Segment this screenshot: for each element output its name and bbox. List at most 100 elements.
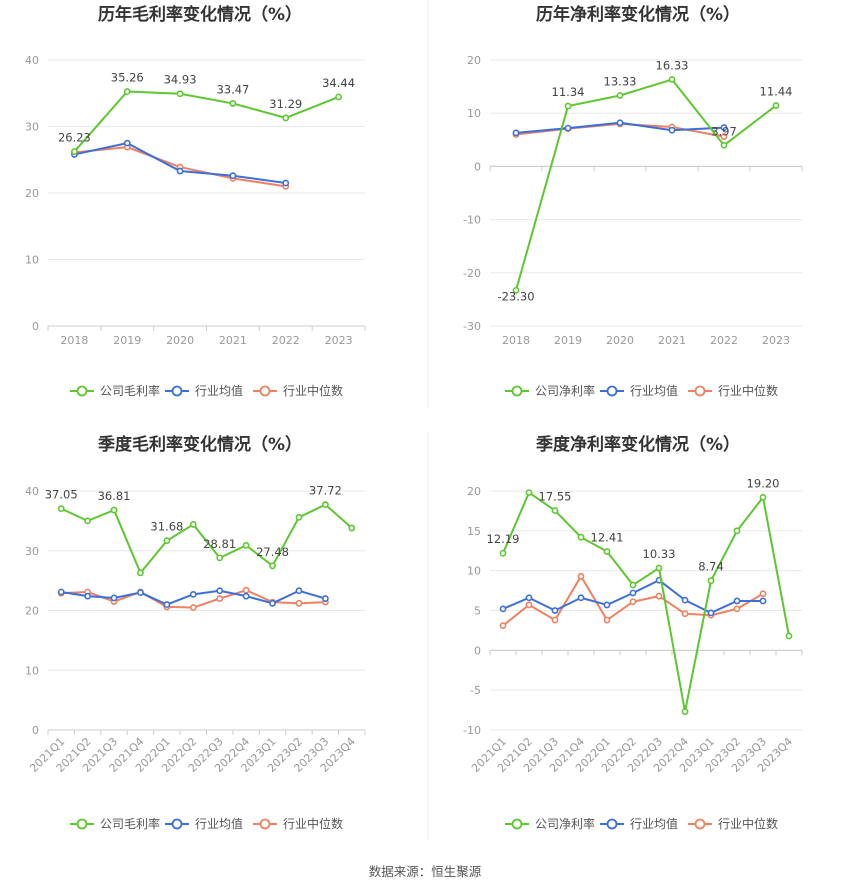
data-point-mean <box>137 589 144 596</box>
annual-gross-margin-chart: 历年毛利率变化情况（%） 0 10 20 30 40 2018 2019 2020 2021 202… <box>25 4 366 398</box>
data-label: 27.48 <box>256 545 289 559</box>
y-tick-label: 20 <box>467 54 481 67</box>
y-tick-label: 40 <box>25 54 39 67</box>
x-tick-label: 2020 <box>166 334 194 347</box>
legend-label: 行业均值 <box>630 383 678 398</box>
series-line-company <box>515 78 777 291</box>
data-label: 31.29 <box>269 97 302 111</box>
data-point-mean <box>84 592 92 600</box>
x-tick-label: 2023 <box>762 334 790 347</box>
data-point-company <box>525 489 533 496</box>
data-point-company <box>348 524 356 532</box>
data-point-median <box>655 592 663 600</box>
data-point-mean <box>551 607 559 614</box>
legend-label: 行业中位数 <box>718 816 778 831</box>
y-tick-label: 20 <box>25 187 39 200</box>
legend-label: 行业均值 <box>630 816 678 831</box>
legend-label: 公司净利率 <box>535 383 595 398</box>
data-source-note: 数据来源：恒生聚源 <box>369 864 482 879</box>
data-point-company <box>295 513 303 521</box>
data-point-median <box>733 605 741 613</box>
x-tick-label: 2022 <box>272 334 300 347</box>
data-label: 36.81 <box>98 489 131 503</box>
data-point-median <box>629 598 637 606</box>
data-point-mean <box>733 597 741 605</box>
data-point-company <box>242 541 250 549</box>
legend-swatch-marker <box>259 818 271 830</box>
data-point-company <box>733 527 741 535</box>
data-label: 31.68 <box>150 520 183 534</box>
y-tick-label: 20 <box>467 485 481 498</box>
legend-item-median: 行业中位数 <box>253 816 343 831</box>
x-tick-label: 2018 <box>502 334 530 347</box>
data-point-mean <box>616 119 624 127</box>
data-point-mean <box>216 587 224 595</box>
data-point-mean <box>681 596 689 604</box>
data-label: 37.05 <box>45 488 78 502</box>
data-point-company <box>551 507 559 514</box>
legend-label: 行业均值 <box>195 816 243 831</box>
data-point-company <box>772 102 780 109</box>
data-point-mean <box>229 172 237 180</box>
data-point-company <box>137 569 144 577</box>
data-label: -23.30 <box>497 289 534 303</box>
data-label: 37.72 <box>309 484 342 498</box>
legend-item-mean: 行业均值 <box>600 383 678 398</box>
data-point-company <box>681 708 689 716</box>
data-point-median <box>295 599 303 607</box>
x-tick-label: 2021 <box>658 334 686 347</box>
y-tick-label: 0 <box>474 644 481 657</box>
data-label: 11.34 <box>552 85 585 99</box>
data-point-company <box>512 286 520 294</box>
legend-swatch-marker <box>606 818 618 830</box>
y-tick-label: 10 <box>25 254 39 267</box>
data-point-company <box>229 100 237 107</box>
legend-item-median: 行业中位数 <box>688 383 778 398</box>
data-point-company <box>564 102 572 110</box>
legend-item-mean: 行业均值 <box>600 816 678 831</box>
chart-title: 季度净利率变化情况（%） <box>536 434 740 455</box>
data-point-median <box>189 604 197 611</box>
y-tick-label: -10 <box>463 214 481 227</box>
y-tick-label: 30 <box>25 545 39 558</box>
data-point-mean <box>269 599 276 607</box>
legend-swatch-marker <box>171 385 183 397</box>
data-label: 16.33 <box>656 59 689 73</box>
data-point-company <box>499 549 507 557</box>
x-tick-label: 2022 <box>710 334 738 347</box>
data-point-median <box>759 590 767 598</box>
legend-swatch-marker <box>511 385 523 397</box>
data-point-mean <box>110 594 118 602</box>
legend-item-company: 公司毛利率 <box>70 383 160 398</box>
data-point-mean <box>603 601 611 609</box>
data-label: 11.44 <box>760 85 793 99</box>
data-point-mean <box>720 124 728 131</box>
data-point-mean <box>163 601 171 608</box>
y-tick-label: 0 <box>32 724 39 737</box>
data-point-median <box>681 610 689 618</box>
chart-title: 历年净利率变化情况（%） <box>536 4 740 25</box>
data-point-mean <box>499 605 507 613</box>
legend-item-company: 公司净利率 <box>505 816 595 831</box>
data-point-mean <box>321 595 329 602</box>
data-label: 12.41 <box>591 530 624 544</box>
data-point-company <box>759 493 767 501</box>
data-label: 12.19 <box>487 532 520 546</box>
series-line-company <box>502 491 790 713</box>
legend-item-company: 公司净利率 <box>505 383 595 398</box>
y-tick-label: 0 <box>474 160 481 173</box>
data-point-mean <box>668 126 676 134</box>
data-point-company <box>720 141 728 149</box>
data-point-company <box>57 505 65 513</box>
data-point-mean <box>512 129 520 137</box>
legend-item-company: 公司毛利率 <box>70 816 160 831</box>
data-point-mean <box>525 594 533 602</box>
legend-label: 行业均值 <box>195 383 243 398</box>
legend-item-mean: 行业均值 <box>165 816 243 831</box>
data-point-mean <box>282 179 290 187</box>
data-label: 33.47 <box>216 82 249 96</box>
legend-label: 行业中位数 <box>718 383 778 398</box>
legend-swatch-marker <box>76 818 88 830</box>
legend-label: 公司毛利率 <box>100 383 160 398</box>
data-point-median <box>525 601 533 609</box>
